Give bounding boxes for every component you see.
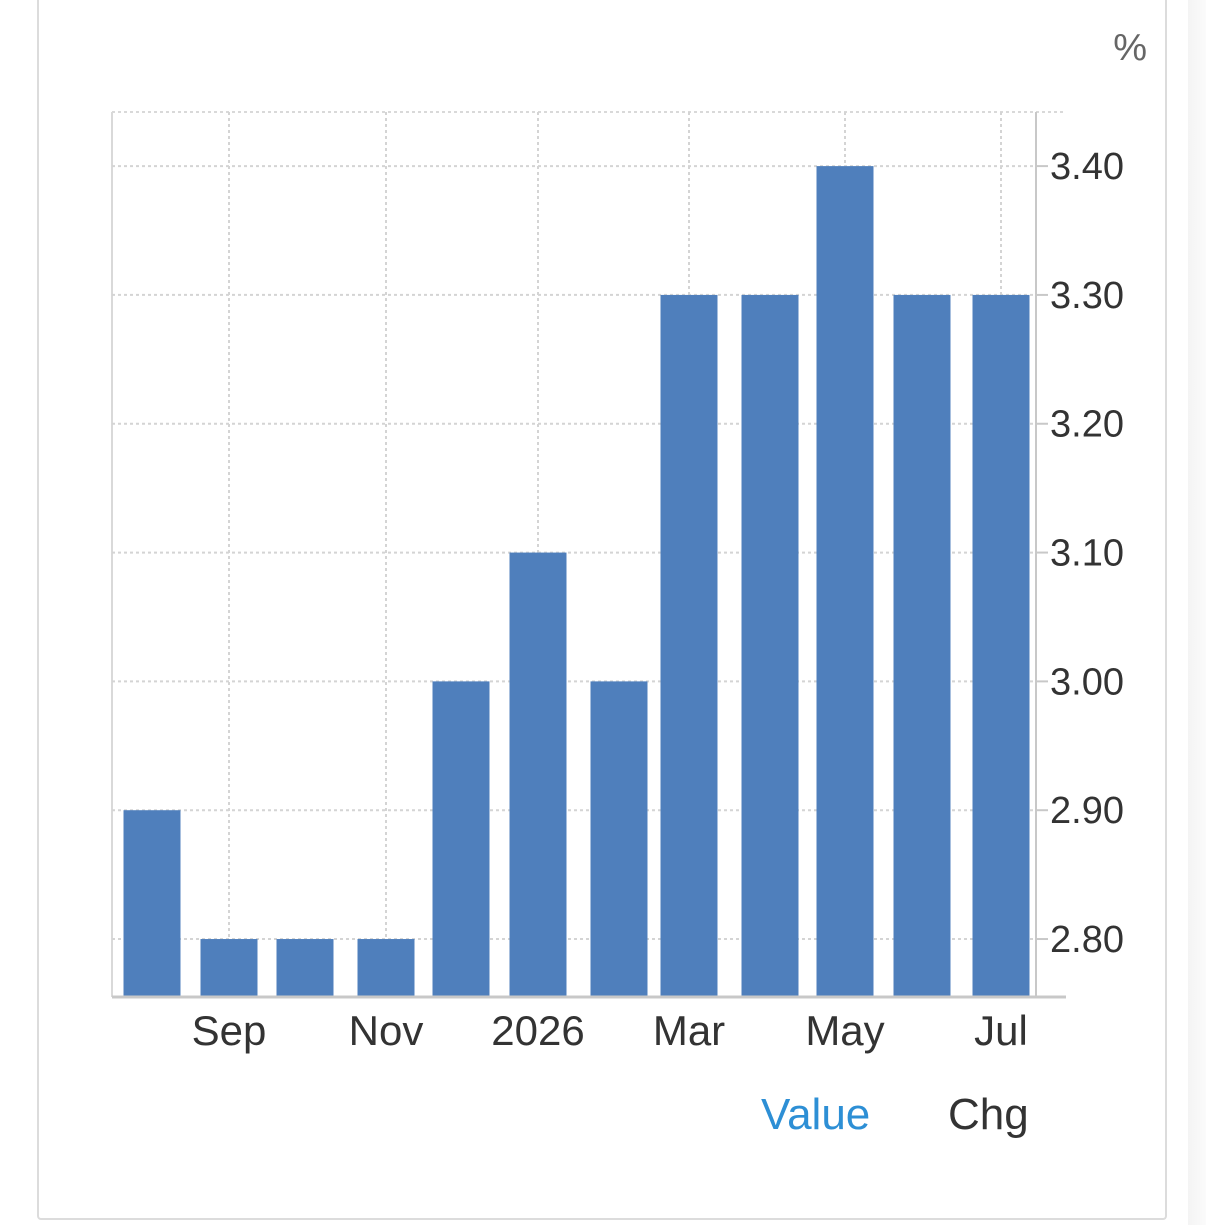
y-tick-label: 3.30 bbox=[1050, 275, 1124, 317]
y-tick-label: 2.80 bbox=[1050, 919, 1124, 961]
bar-sep bbox=[200, 939, 258, 997]
bar-apr bbox=[741, 294, 799, 997]
x-tick-label: Nov bbox=[349, 1007, 424, 1054]
y-tick-label: 3.10 bbox=[1050, 533, 1124, 575]
y-tick-label: 3.20 bbox=[1050, 404, 1124, 446]
bar-oct bbox=[276, 939, 334, 997]
chart-card bbox=[37, 0, 1167, 1220]
bar-jul bbox=[972, 294, 1030, 997]
x-axis-ticks: Sep Nov 2026 Mar May Jul bbox=[192, 1007, 1028, 1054]
y-tick-label: 3.40 bbox=[1050, 146, 1124, 188]
page-edge bbox=[1188, 0, 1206, 1225]
bar-jun bbox=[893, 294, 951, 997]
bars bbox=[123, 166, 1030, 997]
x-tick-label: Sep bbox=[192, 1007, 267, 1054]
y-tick-label: 3.00 bbox=[1050, 661, 1124, 703]
axes bbox=[112, 112, 1066, 999]
bar-2026 bbox=[509, 552, 567, 997]
bar-may bbox=[816, 166, 874, 997]
value-toggle[interactable]: Value bbox=[761, 1090, 871, 1139]
change-toggle[interactable]: Chg bbox=[948, 1090, 1029, 1139]
bar-nov bbox=[357, 939, 415, 997]
bar-aug bbox=[123, 810, 181, 997]
y-tick-label: 2.90 bbox=[1050, 790, 1124, 832]
x-tick-label: May bbox=[805, 1007, 884, 1054]
bar-mar bbox=[660, 294, 718, 997]
x-tick-label: 2026 bbox=[491, 1007, 584, 1054]
unit-label: % bbox=[1113, 27, 1147, 69]
bar-feb bbox=[590, 681, 648, 997]
x-tick-label: Jul bbox=[974, 1007, 1028, 1054]
chart-grid bbox=[111, 111, 1066, 997]
x-tick-label: Mar bbox=[653, 1007, 725, 1054]
y-axis-ticks: 3.40 3.30 3.20 3.10 3.00 2.90 2.80 bbox=[1050, 146, 1124, 961]
bar-dec bbox=[432, 681, 490, 997]
